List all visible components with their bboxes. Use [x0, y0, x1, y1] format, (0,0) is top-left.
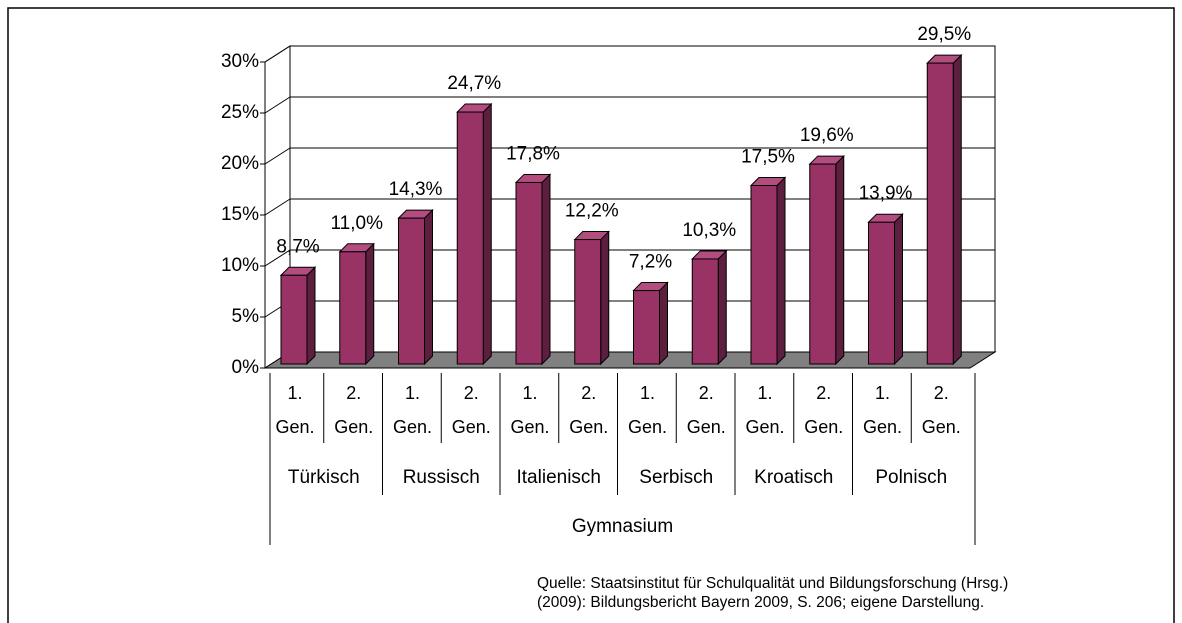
- y-tick-label: 30%: [221, 51, 259, 72]
- grid-line: [264, 45, 291, 63]
- grid-line: [264, 96, 291, 114]
- value-label: 10,3%: [682, 220, 736, 241]
- value-label: 14,3%: [389, 179, 443, 200]
- value-label: 17,5%: [741, 147, 795, 168]
- y-tick-label: 0%: [232, 357, 260, 378]
- group-label: Russisch: [403, 467, 480, 488]
- x-tick-label: 1. Gen.: [862, 383, 903, 437]
- bar-side: [306, 266, 316, 366]
- bar: [750, 185, 778, 365]
- grid-line: [264, 147, 291, 165]
- bar-side: [776, 176, 786, 366]
- value-label: 7,2%: [629, 252, 672, 273]
- bar: [280, 274, 308, 365]
- bar: [574, 239, 602, 365]
- x-tick-label: 2. Gen.: [451, 383, 491, 437]
- bar-side: [717, 249, 727, 366]
- bar-side: [365, 242, 375, 366]
- value-label: 12,2%: [565, 201, 619, 222]
- bar: [926, 62, 954, 365]
- x-tick-label: 2. Gen.: [804, 383, 844, 437]
- value-label: 8,7%: [276, 236, 319, 257]
- group-label: Kroatisch: [754, 467, 833, 488]
- bar: [398, 217, 425, 365]
- x-tick-label: 2. Gen.: [686, 383, 726, 437]
- bar: [809, 163, 837, 365]
- supergroup-label: Gymnasium: [572, 516, 673, 537]
- bar-side: [600, 230, 610, 366]
- x-tick-label: 1. Gen.: [392, 383, 433, 437]
- source-note: (2009): Bildungsbericht Bayern 2009, S. …: [537, 594, 984, 611]
- x-tick-label: 1. Gen.: [510, 383, 550, 437]
- bar-side: [659, 281, 668, 366]
- x-tick-label: 1. Gen.: [275, 383, 315, 437]
- bar-side: [952, 53, 962, 366]
- value-label: 13,9%: [859, 183, 913, 204]
- y-tick-label: 10%: [221, 255, 259, 276]
- group-label: Polnisch: [875, 467, 947, 488]
- x-tick-label: 2. Gen.: [334, 383, 374, 437]
- x-tick-label: 1. Gen.: [745, 383, 785, 437]
- bar-side: [835, 154, 845, 366]
- x-tick-label: 1. Gen.: [627, 383, 668, 437]
- bar: [339, 251, 367, 365]
- group-label: Türkisch: [288, 467, 360, 488]
- frame: [7, 7, 1175, 623]
- value-label: 17,8%: [506, 143, 560, 164]
- grid-line: [264, 249, 291, 267]
- bar-side: [894, 213, 903, 366]
- group-label: Serbisch: [639, 467, 713, 488]
- bar: [868, 221, 895, 365]
- bar-side: [482, 102, 492, 366]
- y-tick-label: 25%: [221, 102, 259, 123]
- grid-line: [264, 198, 291, 216]
- source-note: Quelle: Staatsinstitut für Schulqualität…: [537, 575, 1008, 592]
- value-label: 19,6%: [800, 125, 854, 146]
- bar-side: [541, 173, 551, 366]
- bar: [456, 111, 484, 365]
- bar: [691, 258, 719, 365]
- value-label: 29,5%: [917, 24, 971, 45]
- y-tick-label: 15%: [221, 204, 259, 225]
- group-label: Italienisch: [517, 467, 602, 488]
- bar: [515, 181, 543, 365]
- bar-side: [424, 208, 433, 366]
- x-tick-label: 2. Gen.: [569, 383, 609, 437]
- value-label: 24,7%: [447, 73, 501, 94]
- y-tick-label: 5%: [232, 306, 260, 327]
- value-label: 11,0%: [331, 213, 384, 234]
- x-tick-label: 2. Gen.: [921, 383, 961, 437]
- y-tick-label: 20%: [221, 153, 259, 174]
- bar: [633, 290, 660, 365]
